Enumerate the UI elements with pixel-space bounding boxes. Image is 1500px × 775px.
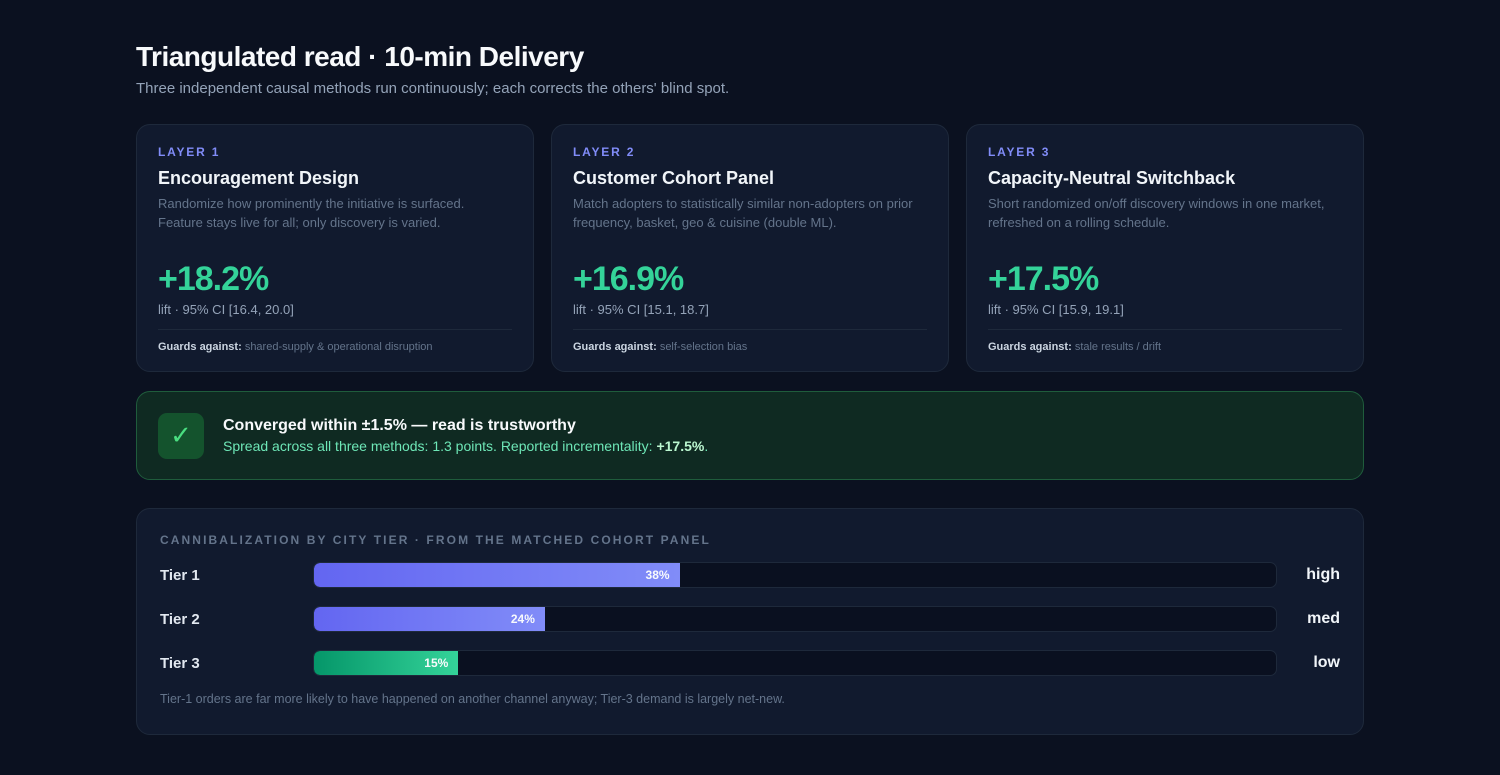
banner-sub-suffix: . — [704, 438, 709, 454]
cannibalization-level: med — [1307, 610, 1340, 627]
bar-row: Tier 1 38% high — [160, 561, 1340, 589]
cannibalization-panel: CANNIBALIZATION BY CITY TIER · FROM THE … — [136, 508, 1364, 735]
guards-against: Guards against: stale results / drift — [988, 340, 1342, 354]
divider — [988, 329, 1342, 330]
guards-label: Guards against: — [158, 341, 242, 353]
divider — [573, 329, 927, 330]
guards-label: Guards against: — [573, 341, 657, 353]
tier-label: Tier 3 — [160, 654, 200, 672]
method-description: Short randomized on/off discovery window… — [988, 196, 1325, 230]
guards-against: Guards against: self-selection bias — [573, 340, 927, 354]
panel-title: CANNIBALIZATION BY CITY TIER · FROM THE … — [160, 533, 711, 547]
method-card-layer-2: LAYER 2 Customer Cohort Panel Match adop… — [551, 124, 949, 372]
layer-label: LAYER 3 — [988, 145, 1051, 159]
cannibalization-level: high — [1306, 566, 1340, 583]
bar-value-label: 38% — [645, 568, 670, 582]
method-card-layer-1: LAYER 1 Encouragement Design Randomize h… — [136, 124, 534, 372]
convergence-banner: ✓ Converged within ±1.5% — read is trust… — [136, 391, 1364, 480]
bar-row: Tier 3 15% low — [160, 649, 1340, 677]
bar-track: 24% — [313, 606, 1277, 632]
bar: 38% — [314, 563, 680, 587]
lift-value: +16.9% — [573, 260, 684, 298]
method-cards: LAYER 1 Encouragement Design Randomize h… — [136, 124, 1364, 372]
method-title: Capacity-Neutral Switchback — [988, 168, 1236, 188]
method-description: Match adopters to statistically similar … — [573, 196, 913, 230]
check-icon: ✓ — [158, 412, 204, 459]
tier-label: Tier 1 — [160, 566, 200, 584]
banner-title: Converged within ±1.5% — read is trustwo… — [223, 417, 576, 434]
banner-text: Converged within ±1.5% — read is trustwo… — [223, 416, 708, 455]
page-subtitle: Three independent causal methods run con… — [136, 80, 730, 97]
lift-value: +18.2% — [158, 260, 269, 298]
bar-value-label: 15% — [424, 656, 449, 670]
method-title: Customer Cohort Panel — [573, 168, 775, 188]
dashboard: Triangulated read · 10-min Delivery Thre… — [136, 40, 1364, 735]
bar-row: Tier 2 24% med — [160, 605, 1340, 633]
method-card-layer-3: LAYER 3 Capacity-Neutral Switchback Shor… — [966, 124, 1364, 372]
reported-incrementality: +17.5% — [656, 438, 705, 454]
guards-against: Guards against: shared-supply & operatio… — [158, 340, 512, 354]
divider — [158, 329, 512, 330]
guards-value: shared-supply & operational disruption — [244, 341, 433, 353]
banner-sub-prefix: Spread across all three methods: 1.3 poi… — [223, 438, 657, 454]
tier-label: Tier 2 — [160, 610, 200, 628]
bar-value-label: 24% — [510, 612, 535, 626]
page-title: Triangulated read · 10-min Delivery — [136, 41, 584, 72]
layer-label: LAYER 2 — [573, 145, 636, 159]
guards-value: stale results / drift — [1074, 341, 1162, 353]
bar: 15% — [314, 651, 459, 675]
guards-label: Guards against: — [988, 341, 1072, 353]
confidence-interval: lift · 95% CI [15.9, 19.1] — [988, 302, 1124, 317]
method-description: Randomize how prominently the initiative… — [158, 196, 465, 230]
panel-footnote: Tier-1 orders are far more likely to hav… — [160, 692, 785, 706]
confidence-interval: lift · 95% CI [16.4, 20.0] — [158, 302, 294, 317]
lift-value: +17.5% — [988, 260, 1099, 298]
bar: 24% — [314, 607, 545, 631]
banner-subtitle: Spread across all three methods: 1.3 poi… — [223, 437, 708, 455]
layer-label: LAYER 1 — [158, 145, 221, 159]
confidence-interval: lift · 95% CI [15.1, 18.7] — [573, 302, 709, 317]
bar-track: 15% — [313, 650, 1277, 676]
bar-track: 38% — [313, 562, 1277, 588]
cannibalization-chart: Tier 1 38% high Tier 2 24% med Tier 3 15% low — [160, 561, 1340, 677]
method-title: Encouragement Design — [158, 168, 360, 188]
cannibalization-level: low — [1313, 654, 1340, 671]
guards-value: self-selection bias — [659, 341, 748, 353]
